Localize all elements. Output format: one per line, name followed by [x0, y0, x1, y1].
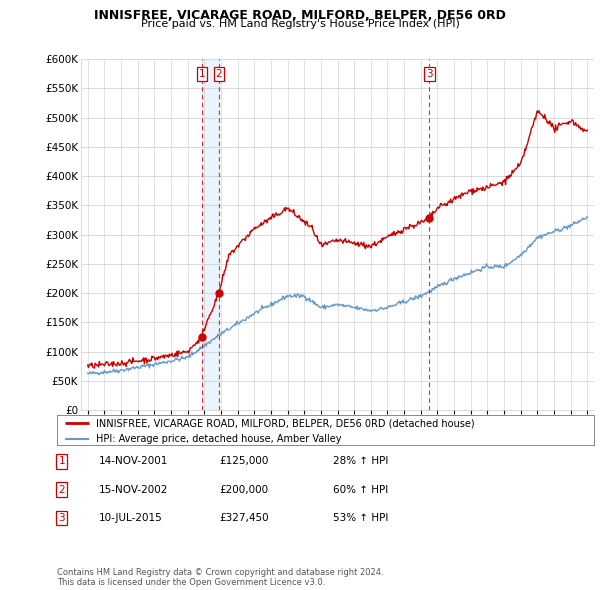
- Text: INNISFREE, VICARAGE ROAD, MILFORD, BELPER, DE56 0RD (detached house): INNISFREE, VICARAGE ROAD, MILFORD, BELPE…: [95, 418, 474, 428]
- Text: £125,000: £125,000: [219, 457, 268, 466]
- Text: 10-JUL-2015: 10-JUL-2015: [99, 513, 163, 523]
- Text: 28% ↑ HPI: 28% ↑ HPI: [333, 457, 388, 466]
- Text: 53% ↑ HPI: 53% ↑ HPI: [333, 513, 388, 523]
- Text: 1: 1: [199, 68, 205, 78]
- Text: 60% ↑ HPI: 60% ↑ HPI: [333, 485, 388, 494]
- Text: Contains HM Land Registry data © Crown copyright and database right 2024.
This d: Contains HM Land Registry data © Crown c…: [57, 568, 383, 587]
- Text: 2: 2: [58, 485, 65, 494]
- Bar: [202, 59, 219, 410]
- Text: £200,000: £200,000: [219, 485, 268, 494]
- Text: £327,450: £327,450: [219, 513, 269, 523]
- Text: HPI: Average price, detached house, Amber Valley: HPI: Average price, detached house, Ambe…: [95, 434, 341, 444]
- Text: 3: 3: [58, 513, 65, 523]
- Text: 2: 2: [215, 68, 222, 78]
- Text: 1: 1: [58, 457, 65, 466]
- Text: 15-NOV-2002: 15-NOV-2002: [99, 485, 169, 494]
- Text: 3: 3: [426, 68, 433, 78]
- Text: Price paid vs. HM Land Registry's House Price Index (HPI): Price paid vs. HM Land Registry's House …: [140, 19, 460, 30]
- Text: INNISFREE, VICARAGE ROAD, MILFORD, BELPER, DE56 0RD: INNISFREE, VICARAGE ROAD, MILFORD, BELPE…: [94, 9, 506, 22]
- Text: 14-NOV-2001: 14-NOV-2001: [99, 457, 169, 466]
